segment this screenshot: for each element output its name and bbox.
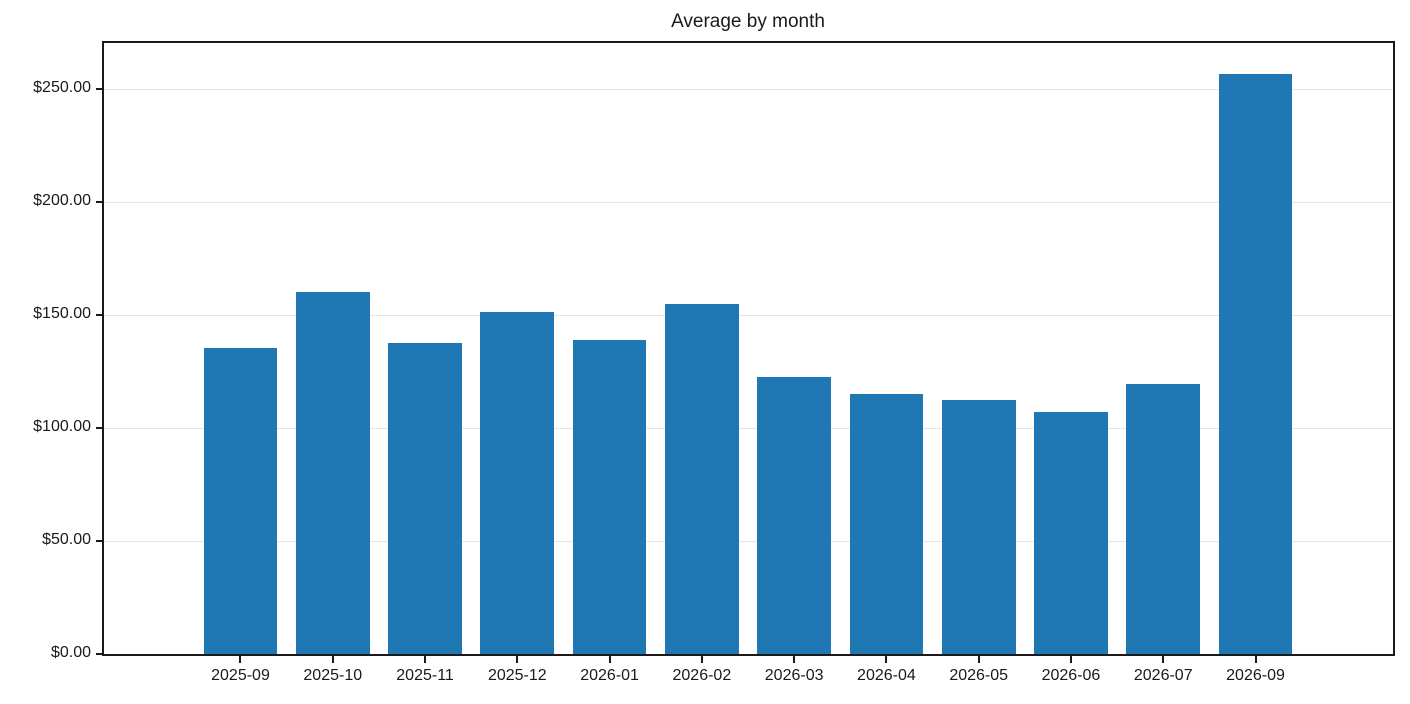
x-tick-label: 2026-07: [1133, 667, 1193, 684]
x-tick-mark: [239, 656, 242, 663]
bar: [941, 399, 1016, 654]
y-tick-label: $250.00: [33, 79, 91, 97]
x-tick-mark: [608, 656, 611, 663]
bar: [1218, 73, 1293, 654]
chart-title: Average by month: [671, 11, 825, 32]
x-tick-mark: [516, 656, 519, 663]
y-tick-label: $0.00: [50, 644, 91, 661]
x-tick-label: 2026-06: [1041, 667, 1101, 684]
x-tick-label: 2026-04: [857, 667, 916, 684]
x-tick-mark: [1162, 656, 1165, 663]
y-tick-mark: [96, 427, 103, 430]
bar: [295, 291, 370, 654]
y-tick-label: $200.00: [33, 192, 91, 210]
x-tick-label: 2025-10: [303, 667, 363, 684]
gridline: [103, 427, 1393, 429]
y-tick-label: $50.00: [42, 531, 91, 549]
y-tick-mark: [96, 540, 103, 543]
y-tick-label: $100.00: [33, 418, 91, 436]
gridline: [103, 540, 1393, 542]
y-tick-mark: [96, 201, 103, 204]
y-tick-label: $150.00: [33, 305, 91, 323]
bar: [203, 348, 278, 654]
bar: [1034, 412, 1108, 654]
gridline: [103, 314, 1393, 316]
x-tick-label: 2025-12: [487, 667, 547, 684]
x-tick-label: 2026-05: [949, 667, 1009, 684]
x-tick-label: 2025-11: [396, 667, 454, 684]
x-tick-mark: [885, 656, 888, 663]
x-tick-mark: [700, 656, 703, 663]
x-tick-mark: [424, 656, 427, 663]
x-tick-label: 2026-09: [1226, 667, 1285, 684]
bar: [757, 376, 832, 654]
y-tick-mark: [96, 653, 103, 655]
x-tick-mark: [331, 656, 334, 663]
bar: [388, 342, 462, 654]
x-tick-label: 2026-03: [764, 667, 824, 684]
x-tick-mark: [793, 656, 796, 663]
x-tick-mark: [1254, 656, 1257, 663]
bar: [480, 311, 555, 654]
x-tick-mark: [1069, 656, 1072, 663]
bar: [572, 339, 647, 654]
bar: [849, 394, 924, 654]
bar: [1126, 384, 1201, 654]
bar: [664, 303, 739, 654]
x-tick-label: 2025-09: [211, 667, 270, 684]
y-tick-mark: [96, 314, 103, 317]
gridline: [103, 88, 1393, 90]
x-tick-label: 2026-01: [580, 667, 639, 684]
y-tick-mark: [96, 88, 103, 91]
x-tick-mark: [977, 656, 980, 663]
gridline: [103, 201, 1393, 203]
x-tick-label: 2026-02: [672, 667, 732, 684]
